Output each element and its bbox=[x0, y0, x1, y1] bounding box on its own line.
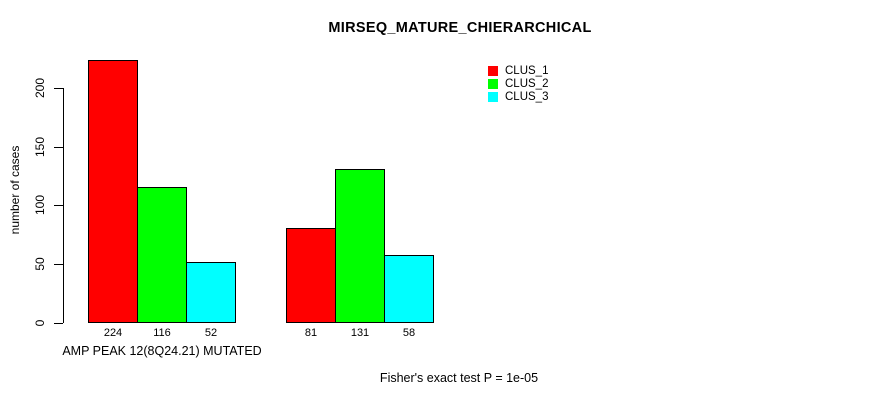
legend-item-clus_1: CLUS_1 bbox=[488, 64, 548, 77]
legend-label: CLUS_2 bbox=[505, 77, 549, 90]
y-tick-label: 50 bbox=[33, 257, 47, 271]
bar-clus_1-group2 bbox=[286, 227, 336, 324]
legend-swatch-icon bbox=[488, 78, 498, 89]
y-tick-mark bbox=[54, 205, 63, 207]
y-tick-mark bbox=[54, 88, 63, 90]
y-tick-label: 150 bbox=[33, 136, 47, 157]
legend-label: CLUS_1 bbox=[505, 64, 549, 77]
x-axis-label: AMP PEAK 12(8Q24.21) MUTATED bbox=[62, 344, 262, 358]
bar-clus_2-group2 bbox=[335, 168, 385, 324]
bar-clus_2-group1 bbox=[137, 186, 187, 324]
bar-clus_3-group2 bbox=[384, 254, 434, 324]
legend-item-clus_3: CLUS_3 bbox=[488, 90, 548, 103]
chart-title: MIRSEQ_MATURE_CHIERARCHICAL bbox=[328, 20, 592, 36]
footnote-pvalue: Fisher's exact test P = 1e-05 bbox=[379, 371, 539, 385]
y-tick-label: 200 bbox=[33, 78, 47, 99]
y-tick-mark bbox=[54, 146, 63, 148]
legend-label: CLUS_3 bbox=[505, 90, 549, 103]
legend-swatch-icon bbox=[488, 65, 498, 76]
bar-value-label: 58 bbox=[402, 327, 416, 339]
y-tick-label: 100 bbox=[33, 195, 47, 216]
bar-clus_1-group1 bbox=[88, 59, 138, 324]
bar-clus_3-group1 bbox=[186, 261, 236, 324]
bar-value-label: 116 bbox=[153, 327, 171, 339]
y-tick-label: 0 bbox=[33, 319, 47, 326]
y-tick-mark bbox=[54, 322, 63, 324]
bar-value-label: 81 bbox=[304, 327, 318, 339]
legend-item-clus_2: CLUS_2 bbox=[488, 77, 548, 90]
legend: CLUS_1 CLUS_2 CLUS_3 bbox=[488, 64, 548, 103]
legend-swatch-icon bbox=[488, 91, 498, 102]
bar-value-label: 52 bbox=[204, 327, 218, 339]
y-tick-mark bbox=[54, 263, 63, 265]
bar-value-label: 224 bbox=[103, 327, 123, 339]
bar-value-label: 131 bbox=[350, 327, 370, 339]
y-axis-label: number of cases bbox=[8, 145, 22, 235]
y-axis-line bbox=[63, 88, 64, 324]
